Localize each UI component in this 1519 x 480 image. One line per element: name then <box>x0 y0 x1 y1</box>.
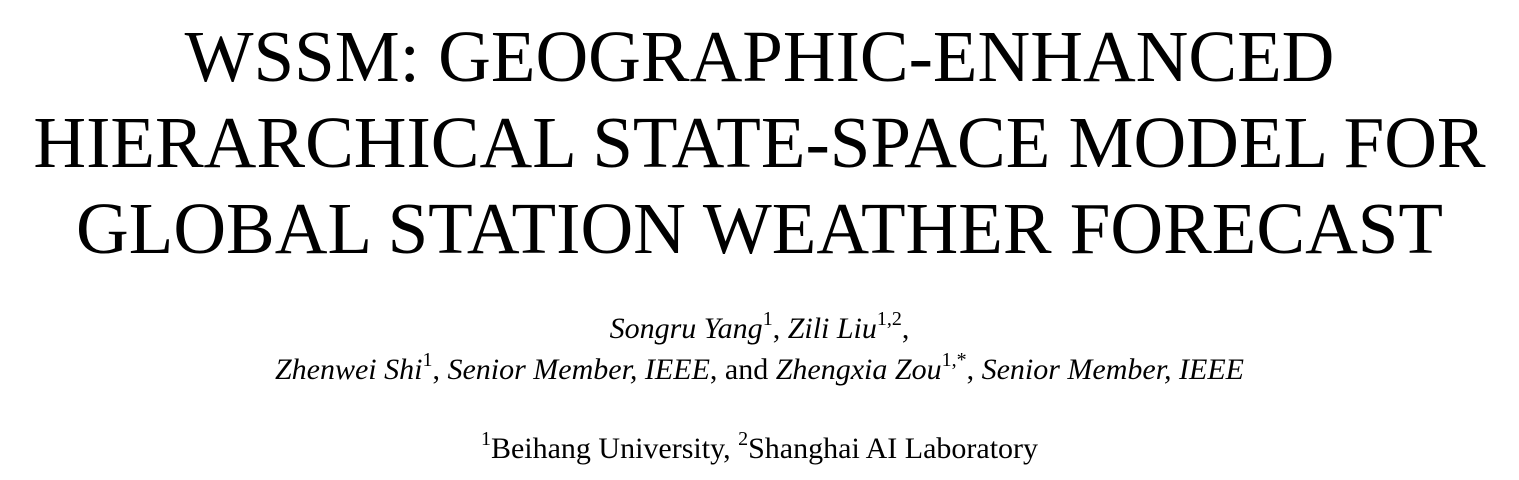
author-name: Zhenwei Shi <box>274 353 423 386</box>
author-affiliation-mark: 1 <box>762 308 773 330</box>
affiliation-name: Beihang University, <box>490 432 739 465</box>
affiliation-mark: 2 <box>738 428 749 450</box>
author-affiliation-mark: 1,2 <box>876 308 902 330</box>
author-role: Senior Member, IEEE <box>981 353 1245 386</box>
author-line-2: Zhenwei Shi1, Senior Member, IEEE, and Z… <box>0 349 1519 390</box>
author-name: Zhengxia Zou <box>775 353 942 386</box>
author-separator: , <box>966 353 982 386</box>
affiliation-name: Shanghai AI Laboratory <box>748 432 1039 465</box>
author-name: Songru Yang <box>609 312 763 345</box>
author-list: Songru Yang1, Zili Liu1,2, Zhenwei Shi1,… <box>0 308 1519 390</box>
author-separator: , <box>432 353 448 386</box>
author-affiliation-mark: 1 <box>422 349 433 371</box>
title-line-1: WSSM: GEOGRAPHIC-ENHANCED <box>184 16 1335 97</box>
author-affiliation-mark: 1,* <box>941 349 967 371</box>
title-line-3: GLOBAL STATION WEATHER FORECAST <box>76 188 1443 269</box>
author-line-1: Songru Yang1, Zili Liu1,2, <box>0 308 1519 349</box>
author-separator: , and <box>709 353 776 386</box>
author-role: Senior Member, IEEE <box>447 353 710 386</box>
author-separator: , <box>901 312 910 345</box>
author-name: Zili Liu <box>787 312 877 345</box>
paper-title: WSSM: GEOGRAPHIC-ENHANCED HIERARCHICAL S… <box>0 14 1519 272</box>
affiliation-mark: 1 <box>480 428 491 450</box>
title-line-2: HIERARCHICAL STATE-SPACE MODEL FOR <box>33 102 1486 183</box>
author-separator: , <box>772 312 788 345</box>
affiliation-list: 1Beihang University, 2Shanghai AI Labora… <box>0 428 1519 469</box>
